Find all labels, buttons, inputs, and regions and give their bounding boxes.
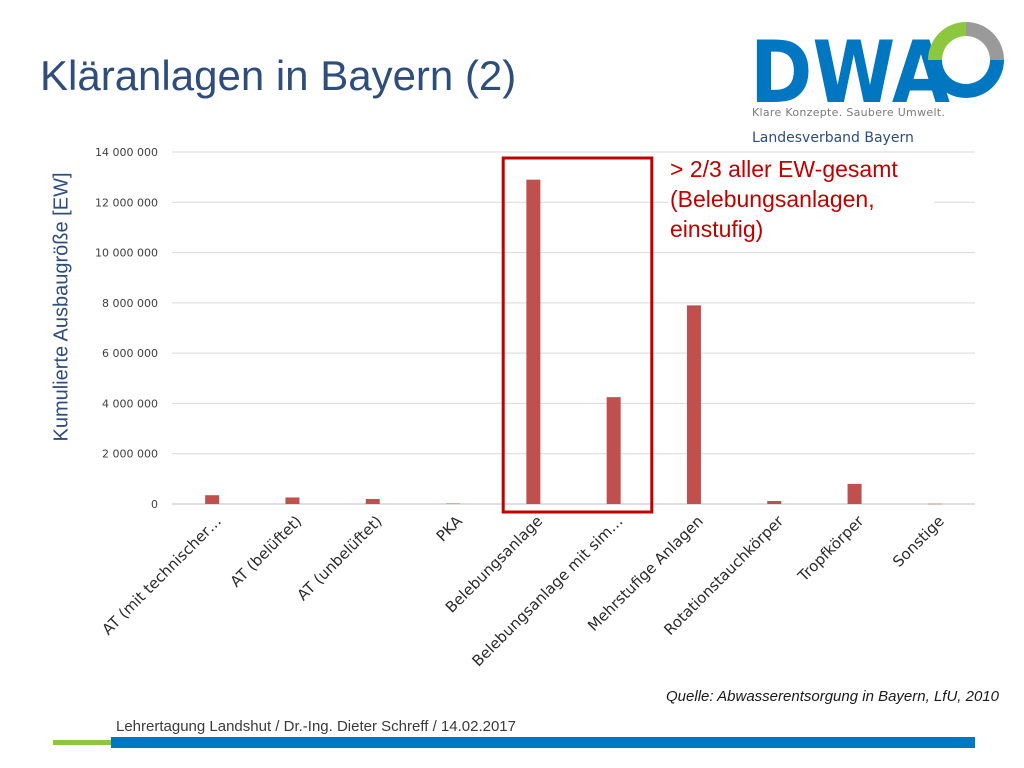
- y-tick-label: 12 000 000: [95, 196, 158, 209]
- x-tick-label: AT (unbelüftet): [294, 512, 386, 604]
- bar: [526, 179, 541, 504]
- y-tick-label: 2 000 000: [102, 448, 158, 461]
- bar: [767, 500, 782, 504]
- bar: [365, 498, 380, 504]
- y-tick-label: 6 000 000: [102, 347, 158, 360]
- bar: [927, 503, 942, 505]
- y-tick-label: 10 000 000: [95, 247, 158, 260]
- bar: [446, 503, 461, 504]
- y-tick-label: 8 000 000: [102, 297, 158, 310]
- y-tick-label: 14 000 000: [95, 146, 158, 159]
- y-tick-label: 4 000 000: [102, 397, 158, 410]
- bar: [686, 305, 701, 504]
- dwa-logo: DWA: [750, 22, 1004, 123]
- slide-title: Kläranlagen in Bayern (2): [40, 52, 517, 99]
- x-tick-label: AT (mit technischer…: [99, 512, 225, 638]
- x-tick-label: PKA: [433, 512, 467, 546]
- highlight-annotation: > 2/3 aller EW-gesamt (Belebungsanlagen,…: [668, 154, 934, 244]
- bar: [205, 495, 220, 504]
- dwa-logo-wordmark: DWA: [750, 23, 950, 123]
- footer-bar-green: [53, 740, 111, 745]
- x-tick-label: AT (belüftet): [227, 512, 306, 591]
- logo-region: Landesverband Bayern: [752, 130, 914, 146]
- x-tick-label: Sonstige: [889, 512, 948, 571]
- source-note: Quelle: Abwasserentsorgung in Bayern, Lf…: [666, 688, 999, 705]
- y-tick-label: 0: [151, 498, 158, 511]
- logo-tagline: Klare Konzepte. Saubere Umwelt.: [752, 106, 946, 119]
- x-tick-label: Belebungsanlage mit sim…: [469, 512, 627, 670]
- footer-bar-blue: [111, 737, 975, 748]
- footer-text: Lehrertagung Landshut / Dr.-Ing. Dieter …: [116, 718, 516, 735]
- bar: [847, 483, 862, 504]
- bar: [285, 497, 300, 504]
- dwa-logo-ring: [928, 22, 1004, 98]
- highlight-box: [501, 156, 654, 514]
- bar: [606, 397, 621, 504]
- x-tick-label: Tropfkörper: [794, 512, 868, 586]
